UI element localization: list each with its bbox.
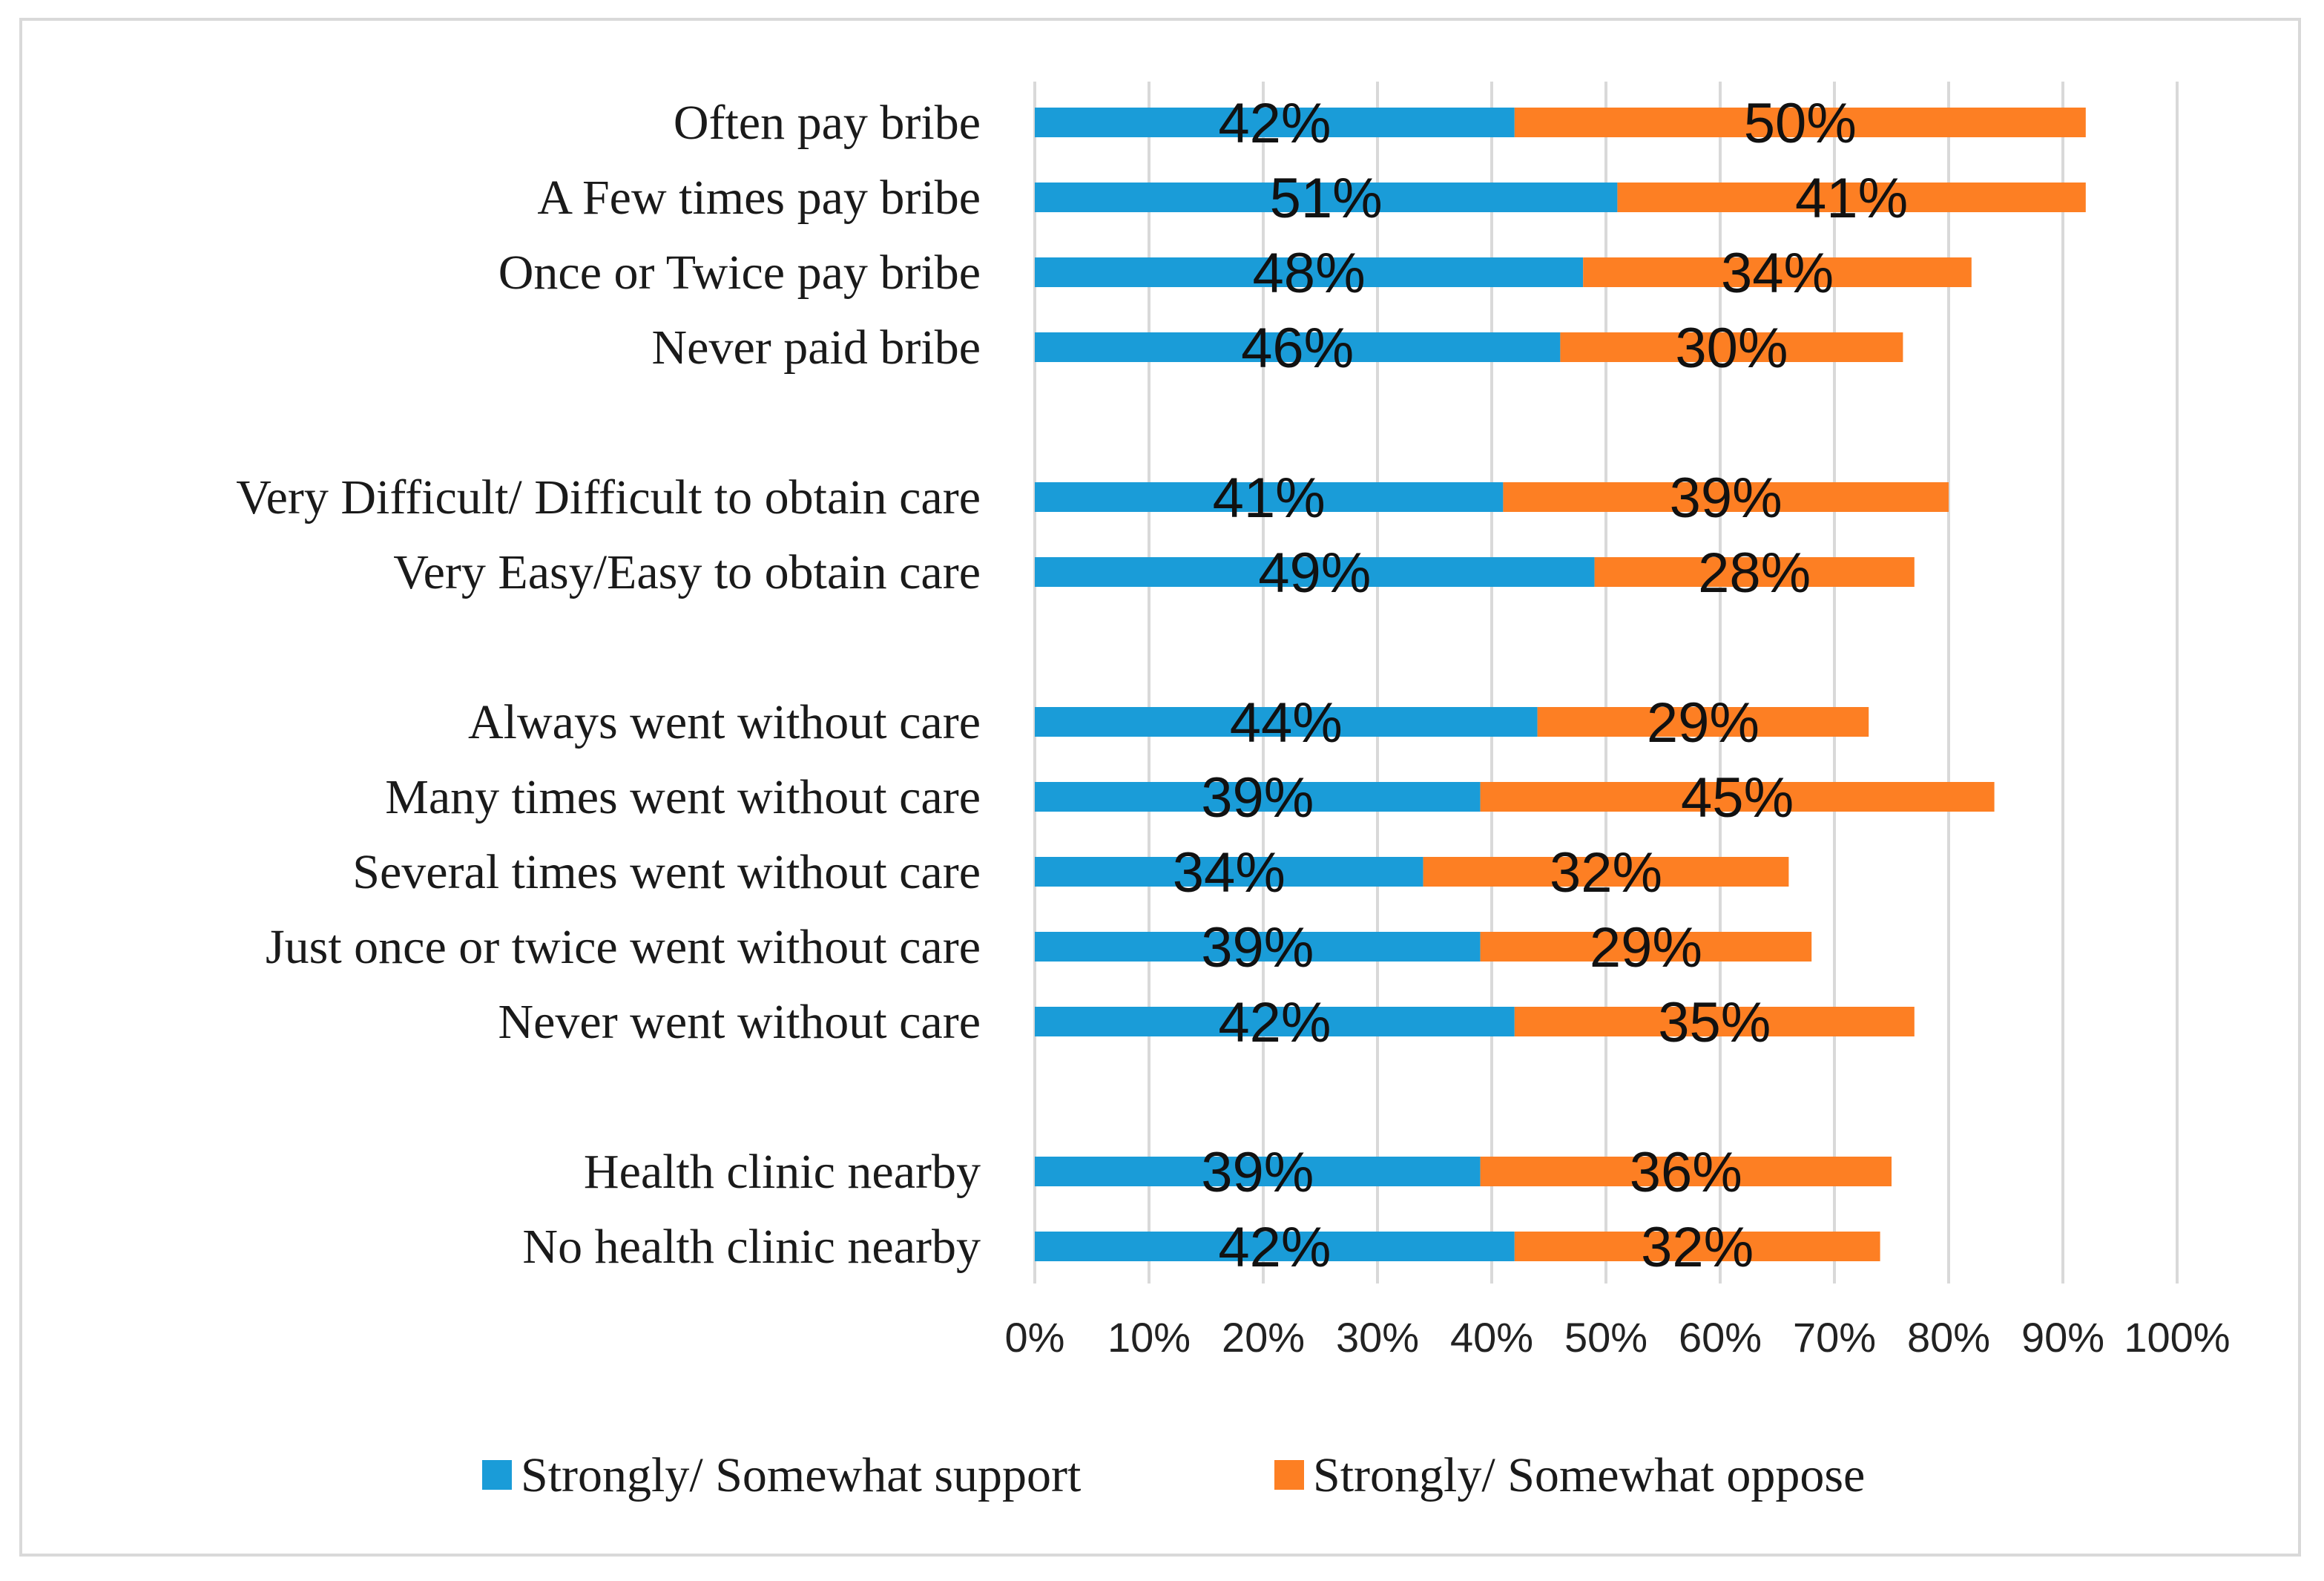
category-label: Never paid bribe bbox=[652, 321, 981, 375]
support-value-label: 48% bbox=[1253, 242, 1366, 305]
oppose-bar bbox=[1480, 782, 1995, 812]
oppose-value-label: 50% bbox=[1744, 92, 1857, 155]
support-bar bbox=[1035, 332, 1561, 362]
oppose-bar bbox=[1560, 332, 1903, 362]
category-label: Many times went without care bbox=[385, 770, 981, 824]
oppose-value-label: 30% bbox=[1675, 317, 1788, 380]
oppose-value-label: 29% bbox=[1647, 691, 1760, 755]
support-value-label: 49% bbox=[1258, 542, 1371, 605]
oppose-value-label: 32% bbox=[1641, 1216, 1754, 1279]
oppose-bar bbox=[1583, 257, 1972, 287]
oppose-bar bbox=[1514, 1232, 1880, 1261]
x-tick-label: 20% bbox=[1222, 1314, 1305, 1361]
support-value-label: 42% bbox=[1218, 92, 1331, 155]
support-value-label: 44% bbox=[1230, 691, 1343, 755]
support-value-label: 41% bbox=[1213, 467, 1326, 530]
oppose-value-label: 36% bbox=[1630, 1141, 1742, 1204]
category-label: Often pay bribe bbox=[674, 96, 981, 150]
x-tick-label: 70% bbox=[1793, 1314, 1876, 1361]
x-tick-label: 80% bbox=[1907, 1314, 1990, 1361]
support-bar bbox=[1035, 482, 1504, 512]
support-value-label: 51% bbox=[1270, 167, 1383, 230]
category-label: Several times went without care bbox=[352, 845, 981, 899]
legend-label-support: Strongly/ Somewhat support bbox=[521, 1448, 1081, 1502]
x-tick-label: 40% bbox=[1450, 1314, 1533, 1361]
oppose-bar bbox=[1617, 183, 2086, 212]
support-value-label: 39% bbox=[1201, 916, 1314, 979]
oppose-value-label: 45% bbox=[1681, 766, 1794, 829]
legend-label-oppose: Strongly/ Somewhat oppose bbox=[1313, 1448, 1865, 1502]
x-tick-label: 10% bbox=[1107, 1314, 1191, 1361]
support-bar bbox=[1035, 257, 1584, 287]
support-value-label: 39% bbox=[1201, 1141, 1314, 1204]
category-label: Just once or twice went without care bbox=[266, 920, 981, 974]
oppose-value-label: 35% bbox=[1658, 991, 1771, 1054]
category-label: Always went without care bbox=[468, 695, 981, 749]
oppose-value-label: 28% bbox=[1698, 542, 1811, 605]
oppose-value-label: 41% bbox=[1795, 167, 1908, 230]
category-label: Health clinic nearby bbox=[584, 1145, 981, 1199]
category-label: Very Difficult/ Difficult to obtain care bbox=[236, 470, 981, 525]
oppose-bar bbox=[1503, 482, 1949, 512]
support-bar bbox=[1035, 857, 1423, 887]
oppose-value-label: 34% bbox=[1721, 242, 1834, 305]
support-value-label: 46% bbox=[1241, 317, 1354, 380]
oppose-bar bbox=[1594, 557, 1915, 587]
category-label: Very Easy/Easy to obtain care bbox=[393, 545, 981, 599]
oppose-bar bbox=[1423, 857, 1789, 887]
support-value-label: 42% bbox=[1218, 1216, 1331, 1279]
oppose-value-label: 39% bbox=[1670, 467, 1782, 530]
oppose-bar bbox=[1480, 1157, 1892, 1186]
category-label: Once or Twice pay bribe bbox=[498, 246, 981, 300]
support-value-label: 42% bbox=[1218, 991, 1331, 1054]
support-bar bbox=[1035, 932, 1481, 962]
support-bar bbox=[1035, 782, 1481, 812]
oppose-bar bbox=[1514, 108, 2086, 137]
category-label: Never went without care bbox=[498, 995, 981, 1049]
oppose-bar bbox=[1537, 707, 1869, 737]
legend-swatch-oppose bbox=[1274, 1460, 1304, 1490]
x-tick-label: 60% bbox=[1679, 1314, 1762, 1361]
x-tick-label: 90% bbox=[2021, 1314, 2104, 1361]
x-tick-label: 0% bbox=[1005, 1314, 1065, 1361]
support-bar bbox=[1035, 1007, 1515, 1036]
oppose-bar bbox=[1480, 932, 1812, 962]
x-tick-label: 50% bbox=[1564, 1314, 1647, 1361]
support-value-label: 34% bbox=[1173, 841, 1286, 904]
support-bar bbox=[1035, 707, 1538, 737]
support-value-label: 39% bbox=[1201, 766, 1314, 829]
x-tick-label: 100% bbox=[2124, 1314, 2230, 1361]
oppose-value-label: 32% bbox=[1550, 841, 1662, 904]
oppose-bar bbox=[1514, 1007, 1915, 1036]
support-bar bbox=[1035, 557, 1595, 587]
support-bar bbox=[1035, 108, 1515, 137]
oppose-value-label: 29% bbox=[1590, 916, 1702, 979]
category-label: No health clinic nearby bbox=[522, 1220, 981, 1274]
x-tick-label: 30% bbox=[1336, 1314, 1419, 1361]
support-bar bbox=[1035, 1232, 1515, 1261]
support-bar bbox=[1035, 1157, 1481, 1186]
category-label: A Few times pay bribe bbox=[537, 171, 981, 225]
support-bar bbox=[1035, 183, 1618, 212]
legend-swatch-support bbox=[482, 1460, 512, 1490]
